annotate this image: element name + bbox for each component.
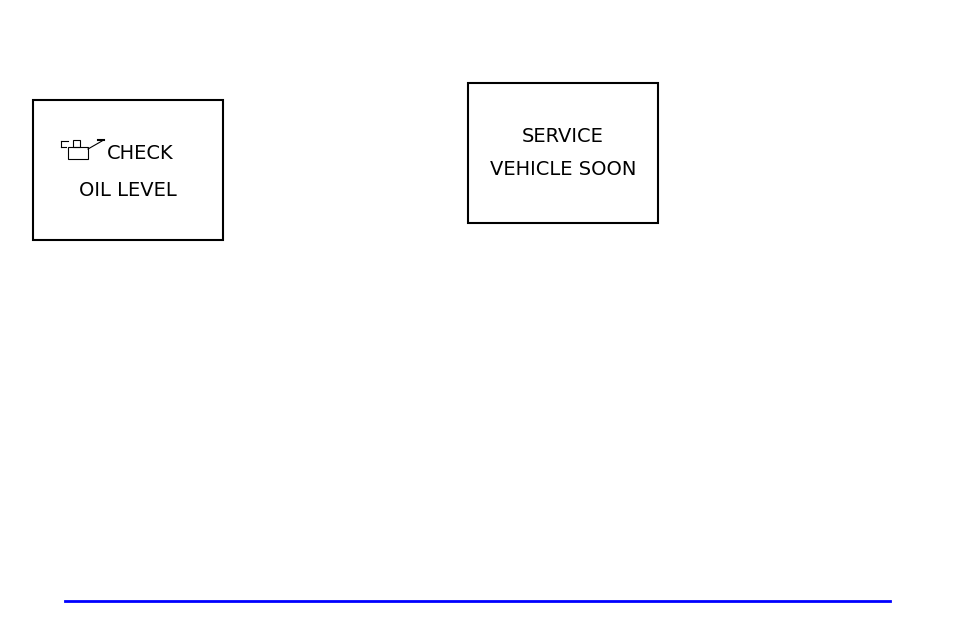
Bar (68, 147, 88, 159)
Bar (33, 100, 223, 240)
Text: OIL LEVEL: OIL LEVEL (79, 181, 176, 200)
Text: CHECK: CHECK (107, 144, 173, 163)
Bar (73, 140, 80, 147)
Text: VEHICLE SOON: VEHICLE SOON (489, 160, 636, 179)
Bar (468, 83, 658, 223)
Text: SERVICE: SERVICE (521, 127, 603, 146)
